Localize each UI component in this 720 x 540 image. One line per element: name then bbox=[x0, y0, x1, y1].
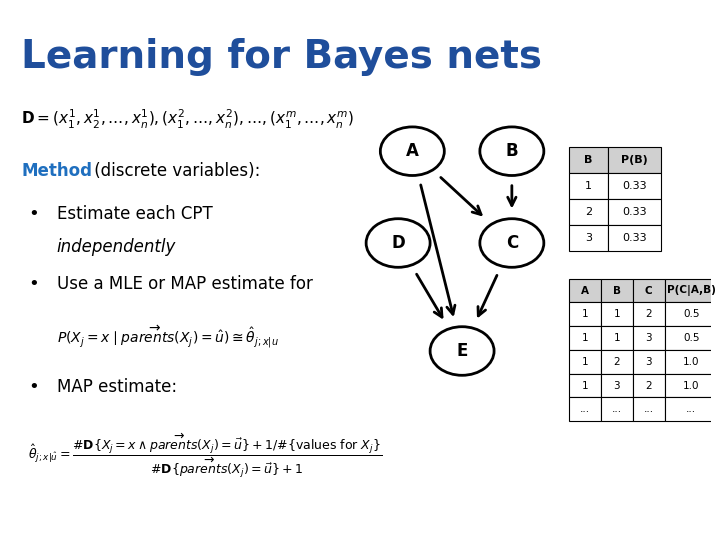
Bar bbox=[569, 350, 600, 374]
Text: •: • bbox=[28, 378, 39, 396]
Text: independently: independently bbox=[57, 238, 176, 255]
Bar bbox=[569, 279, 600, 302]
Text: 1.0: 1.0 bbox=[683, 357, 700, 367]
Bar bbox=[569, 397, 600, 421]
Bar bbox=[569, 302, 600, 326]
Text: 3: 3 bbox=[645, 333, 652, 343]
Circle shape bbox=[380, 127, 444, 176]
Bar bbox=[569, 147, 608, 173]
Text: 1.0: 1.0 bbox=[683, 381, 700, 390]
Text: 2: 2 bbox=[645, 381, 652, 390]
Circle shape bbox=[480, 219, 544, 267]
Text: B: B bbox=[505, 142, 518, 160]
Bar bbox=[665, 302, 718, 326]
Text: Method: Method bbox=[22, 162, 92, 180]
Text: •: • bbox=[28, 275, 39, 293]
Bar bbox=[600, 397, 633, 421]
Bar bbox=[665, 397, 718, 421]
Text: B: B bbox=[584, 155, 593, 165]
Text: 1: 1 bbox=[582, 333, 588, 343]
Circle shape bbox=[430, 327, 494, 375]
Text: 0.5: 0.5 bbox=[683, 309, 700, 319]
Text: 1: 1 bbox=[585, 181, 592, 191]
Bar bbox=[569, 374, 600, 397]
Bar bbox=[633, 350, 665, 374]
Text: P(B): P(B) bbox=[621, 155, 648, 165]
Bar bbox=[569, 173, 608, 199]
Bar bbox=[569, 199, 608, 225]
Text: $\mathbf{D} = (x_1^1, x_2^1, \ldots, x_n^1), (x_1^2, \ldots, x_n^2), \ldots, (x_: $\mathbf{D} = (x_1^1, x_2^1, \ldots, x_n… bbox=[22, 108, 354, 131]
Bar bbox=[665, 374, 718, 397]
Bar bbox=[633, 374, 665, 397]
Bar bbox=[608, 199, 661, 225]
Text: Estimate each CPT: Estimate each CPT bbox=[57, 205, 212, 223]
Bar bbox=[600, 326, 633, 350]
Bar bbox=[569, 225, 608, 251]
Text: 1: 1 bbox=[613, 309, 620, 319]
Bar bbox=[665, 279, 718, 302]
Text: E: E bbox=[456, 342, 468, 360]
Text: 0.5: 0.5 bbox=[683, 333, 700, 343]
Text: P(C|A,B): P(C|A,B) bbox=[667, 285, 716, 296]
Text: ...: ... bbox=[644, 404, 654, 414]
Text: 0.33: 0.33 bbox=[622, 207, 647, 217]
Bar bbox=[633, 326, 665, 350]
Text: A: A bbox=[581, 286, 589, 295]
Text: 2: 2 bbox=[645, 309, 652, 319]
Text: 1: 1 bbox=[582, 381, 588, 390]
Text: C: C bbox=[645, 286, 652, 295]
Text: 2: 2 bbox=[613, 357, 620, 367]
Text: ...: ... bbox=[612, 404, 622, 414]
Text: 1: 1 bbox=[613, 333, 620, 343]
Bar bbox=[633, 397, 665, 421]
Text: MAP estimate:: MAP estimate: bbox=[57, 378, 177, 396]
Text: 2: 2 bbox=[585, 207, 592, 217]
Text: 0.33: 0.33 bbox=[622, 233, 647, 242]
Text: Use a MLE or MAP estimate for: Use a MLE or MAP estimate for bbox=[57, 275, 312, 293]
Text: 3: 3 bbox=[645, 357, 652, 367]
Text: 1: 1 bbox=[582, 309, 588, 319]
Text: ...: ... bbox=[686, 404, 696, 414]
Bar bbox=[608, 147, 661, 173]
Text: $P(X_j = x \mid \overrightarrow{parents}(X_j) = \hat{u}) \cong \hat{\theta}_{j;x: $P(X_j = x \mid \overrightarrow{parents}… bbox=[57, 324, 279, 350]
Text: D: D bbox=[391, 234, 405, 252]
Bar bbox=[633, 302, 665, 326]
Bar bbox=[600, 350, 633, 374]
Bar bbox=[600, 302, 633, 326]
Circle shape bbox=[366, 219, 430, 267]
Text: ...: ... bbox=[580, 404, 590, 414]
Bar bbox=[608, 225, 661, 251]
Text: (discrete variables):: (discrete variables): bbox=[89, 162, 260, 180]
Circle shape bbox=[480, 127, 544, 176]
Text: •: • bbox=[28, 205, 39, 223]
Text: A: A bbox=[406, 142, 419, 160]
Bar bbox=[665, 350, 718, 374]
Text: 0.33: 0.33 bbox=[622, 181, 647, 191]
Bar bbox=[569, 326, 600, 350]
Text: 3: 3 bbox=[585, 233, 592, 242]
Text: B: B bbox=[613, 286, 621, 295]
Bar bbox=[600, 374, 633, 397]
Text: $\hat{\theta}_{j;x|\hat{u}} = \dfrac{\#\mathbf{D}\{X_j = x \wedge \overrightarro: $\hat{\theta}_{j;x|\hat{u}} = \dfrac{\#\… bbox=[28, 432, 382, 481]
Text: C: C bbox=[505, 234, 518, 252]
Bar bbox=[633, 279, 665, 302]
Bar bbox=[665, 326, 718, 350]
Text: 3: 3 bbox=[613, 381, 620, 390]
Bar bbox=[608, 173, 661, 199]
Text: 1: 1 bbox=[582, 357, 588, 367]
Text: Learning for Bayes nets: Learning for Bayes nets bbox=[22, 38, 542, 76]
Bar bbox=[600, 279, 633, 302]
